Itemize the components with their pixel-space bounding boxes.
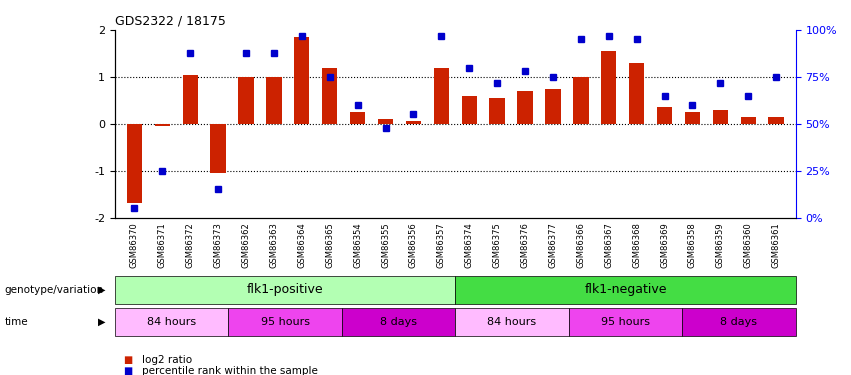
Bar bbox=[210, 124, 226, 173]
Bar bbox=[238, 77, 254, 124]
Text: 8 days: 8 days bbox=[380, 316, 417, 327]
Text: time: time bbox=[4, 316, 28, 327]
Bar bbox=[127, 124, 142, 203]
Text: percentile rank within the sample: percentile rank within the sample bbox=[142, 366, 318, 375]
Text: 95 hours: 95 hours bbox=[260, 316, 310, 327]
Bar bbox=[378, 119, 393, 124]
Bar bbox=[574, 77, 589, 124]
Text: flk1-positive: flk1-positive bbox=[247, 283, 323, 296]
Bar bbox=[350, 112, 365, 124]
Text: 8 days: 8 days bbox=[721, 316, 757, 327]
Bar bbox=[712, 110, 728, 124]
Bar bbox=[601, 51, 616, 124]
Bar bbox=[406, 122, 421, 124]
Bar bbox=[155, 124, 170, 126]
Bar bbox=[294, 37, 310, 124]
Bar bbox=[657, 107, 672, 124]
Bar bbox=[545, 88, 561, 124]
Bar bbox=[517, 91, 533, 124]
Bar bbox=[434, 68, 449, 124]
Text: ■: ■ bbox=[123, 366, 133, 375]
Text: log2 ratio: log2 ratio bbox=[142, 355, 192, 365]
Bar bbox=[461, 96, 477, 124]
Text: ■: ■ bbox=[123, 355, 133, 365]
Text: ▶: ▶ bbox=[99, 316, 106, 327]
Bar bbox=[740, 117, 756, 124]
Text: 95 hours: 95 hours bbox=[601, 316, 650, 327]
Text: 84 hours: 84 hours bbox=[488, 316, 537, 327]
Text: genotype/variation: genotype/variation bbox=[4, 285, 103, 295]
Bar bbox=[266, 77, 282, 124]
Text: ▶: ▶ bbox=[99, 285, 106, 295]
Bar bbox=[183, 75, 198, 124]
Bar bbox=[489, 98, 505, 124]
Bar bbox=[629, 63, 644, 124]
Bar bbox=[768, 117, 784, 124]
Text: 84 hours: 84 hours bbox=[147, 316, 197, 327]
Text: flk1-negative: flk1-negative bbox=[585, 283, 666, 296]
Bar bbox=[685, 112, 700, 124]
Text: GDS2322 / 18175: GDS2322 / 18175 bbox=[115, 15, 226, 27]
Bar bbox=[322, 68, 337, 124]
